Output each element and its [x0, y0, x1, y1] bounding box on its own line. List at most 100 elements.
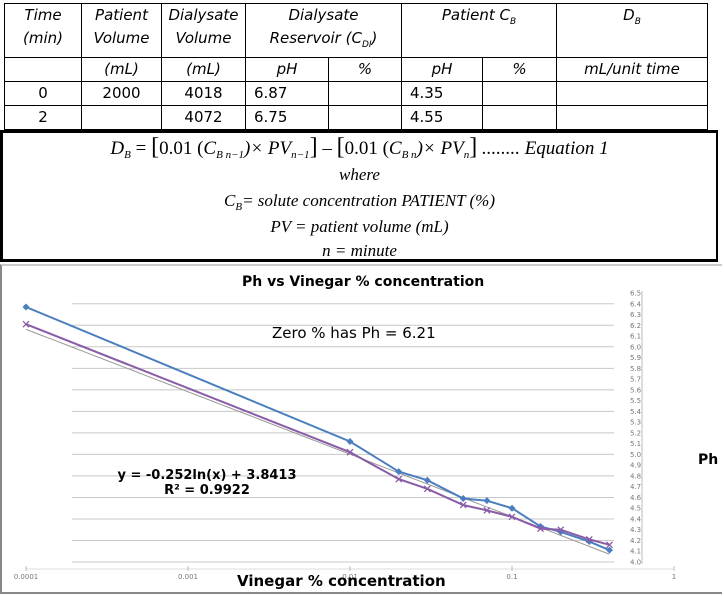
data-point-x	[423, 485, 431, 493]
chart-annotation: Zero % has Ph = 6.21	[272, 324, 436, 342]
x-tick-label: 0.1	[506, 573, 517, 581]
y-tick-label: 4.0	[630, 559, 641, 567]
header-reservoir-subscript: DI	[361, 40, 372, 50]
header-dialysate-volume-unit: (mL)	[161, 57, 246, 82]
cell-patient-volume: 2000	[81, 81, 162, 106]
table-row: 0 2000 4018 6.87 4.35	[4, 81, 708, 106]
y-tick-label: 5.1	[630, 440, 641, 448]
data-point-diamond	[395, 468, 403, 476]
eq-def-n: n = minute	[322, 241, 397, 260]
header-patient-volume-line1: Patient	[95, 6, 148, 24]
data-point-x	[346, 448, 354, 456]
eq-pv2-sub: n	[463, 149, 470, 161]
y-tick-label: 6.4	[630, 300, 642, 308]
ph-chart: 6.5 6.4 6.3 6.2 6.1 6.0 5.9 5.8 5.7 5.6 5.5 5.4 5.3 5…	[0, 264, 722, 594]
y-tick-label: 4.7	[630, 483, 641, 491]
y-tick-label: 5.4	[630, 408, 642, 416]
y-axis-label: Ph	[698, 452, 719, 468]
data-point-diamond	[22, 303, 30, 311]
cell-patient-pct	[482, 105, 557, 130]
header-time-line1: Time	[24, 6, 62, 24]
data-point-x	[557, 526, 565, 534]
eq-def-cb-sub: B	[235, 201, 243, 213]
header-patient-volume-line2: Volume	[93, 29, 150, 47]
eq-pv1-sub: n−1	[291, 149, 310, 161]
data-point-diamond	[346, 437, 354, 445]
eq-lhs: D	[110, 138, 125, 159]
y-tick-label: 5.7	[630, 376, 641, 384]
y-tick-label: 6.1	[630, 333, 641, 341]
eq-c1-sub: B n−1	[216, 149, 244, 161]
subheader-reservoir-ph: pH	[245, 57, 329, 82]
trendline-equation: y = -0.252ln(x) + 3.8413	[117, 468, 297, 483]
data-point-diamond	[606, 546, 614, 554]
cell-patient-ph: 4.55	[401, 105, 483, 130]
cell-reservoir-pct	[328, 105, 402, 130]
table-row: 2 4072 6.75 4.55	[4, 105, 708, 130]
y-tick-label: 5.9	[630, 354, 641, 362]
dialysis-data-table: Time (min) Patient Volume Dialysate Volu…	[4, 3, 708, 130]
data-point-diamond	[508, 504, 516, 512]
data-point-x	[537, 525, 544, 533]
y-tick-label: 6.2	[630, 322, 641, 330]
header-patient-cb-label: Patient C	[441, 6, 510, 24]
y-tick-label: 5.2	[630, 429, 641, 437]
eq-c2: C	[388, 138, 402, 159]
x-tick-label: 0.0001	[14, 573, 39, 581]
header-dialysate-volume-line1: Dialysate	[168, 6, 239, 24]
header-reservoir-line2: Reservoir (C	[269, 29, 362, 47]
y-tick-label: 5.0	[630, 451, 641, 459]
data-point-diamond	[423, 476, 431, 484]
cell-db	[556, 105, 708, 130]
eq-equals: =	[135, 138, 147, 159]
y-tick-label: 4.9	[630, 462, 641, 470]
header-patient-volume: Patient Volume	[81, 3, 162, 58]
cell-dialysate-volume: 4072	[161, 105, 246, 130]
data-point-diamond	[483, 497, 491, 505]
cell-patient-volume	[81, 105, 162, 130]
y-tick-label: 4.3	[630, 526, 641, 534]
y-tick-label: 4.5	[630, 505, 641, 513]
eq-coef-1: 0.01 (	[159, 138, 204, 159]
y-tick-label: 6.5	[630, 290, 641, 298]
header-patient-volume-unit: (mL)	[81, 57, 162, 82]
eq-bracket-open-1: [	[151, 134, 160, 160]
x-tick-label: 0.01	[342, 573, 358, 581]
cell-time: 2	[4, 105, 82, 130]
cell-reservoir-ph: 6.87	[245, 81, 329, 106]
trendline-r-squared: R² = 0.9922	[164, 483, 250, 498]
header-db: DB	[556, 3, 708, 58]
eq-c2-sub: B n	[401, 149, 417, 161]
cell-db	[556, 81, 708, 106]
data-point-x	[483, 506, 491, 514]
eq-where: where	[339, 165, 380, 184]
header-dialysate-reservoir: Dialysate Reservoir (CDI)	[245, 3, 402, 58]
subheader-patient-ph: pH	[401, 57, 483, 82]
data-point-x	[508, 513, 516, 521]
series-line	[25, 323, 610, 546]
y-tick-label: 4.1	[630, 548, 641, 556]
y-tick-label: 6.3	[630, 311, 641, 319]
equation-box: DB = [0.01 (CB n−1)× PVn−1] – [0.01 (CB …	[0, 130, 718, 262]
eq-bracket-close-1: ]	[309, 134, 318, 160]
header-time-cont	[4, 57, 82, 82]
y-tick-label: 4.6	[630, 494, 642, 502]
data-point-x	[459, 501, 467, 509]
subheader-reservoir-pct: %	[328, 57, 402, 82]
header-dialysate-volume-line2: Volume	[175, 29, 232, 47]
chart-plot-area: 6.5 6.4 6.3 6.2 6.1 6.0 5.9 5.8 5.7 5.6 5.5 5.4 5.3 5…	[14, 290, 676, 582]
x-axis-label: Vinegar % concentration	[237, 572, 446, 590]
header-db-subscript: B	[634, 17, 641, 27]
eq-times-2: )× PV	[416, 138, 464, 159]
y-tick-label: 6.0	[630, 343, 641, 351]
cell-time: 0	[4, 81, 82, 106]
header-dialysate-volume: Dialysate Volume	[161, 3, 246, 58]
cell-patient-pct	[482, 81, 557, 106]
eq-times-1: )× PV	[244, 138, 292, 159]
data-point-x	[606, 541, 613, 549]
eq-def-cb-text: = solute concentration PATIENT (%)	[242, 191, 495, 210]
x-tick-label: 1	[672, 573, 676, 581]
data-point-x	[22, 320, 30, 328]
y-tick-label: 5.6	[630, 386, 642, 394]
header-patient-cb-subscript: B	[509, 17, 517, 27]
